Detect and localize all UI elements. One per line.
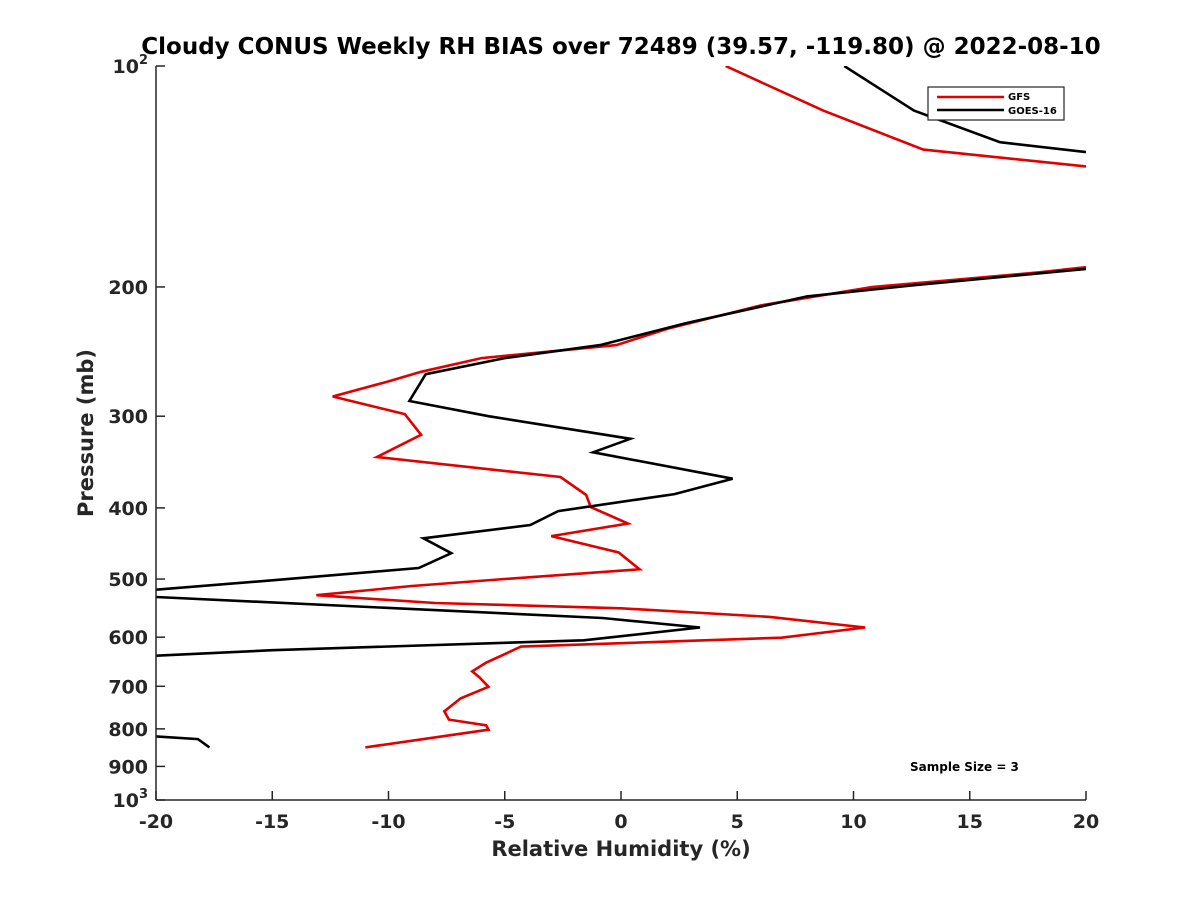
series-line-goes16-segment-2	[156, 595, 701, 657]
x-tick-label: -5	[494, 811, 515, 833]
y-tick-exponent: 2	[139, 53, 148, 68]
y-tick-base: 10	[113, 790, 139, 812]
y-tick-label: 103	[113, 787, 149, 812]
x-tick-label: 5	[731, 811, 744, 833]
x-tick-label: 20	[1073, 811, 1099, 833]
y-axis-label: Pressure (mb)	[74, 349, 98, 517]
legend-gfs-label: GFS	[1008, 92, 1030, 103]
series-line-goes16-segment-3	[156, 735, 211, 749]
legend: GFS GOES-16	[927, 86, 1065, 121]
x-tick-label: 10	[840, 811, 866, 833]
x-tick-label: -15	[255, 811, 289, 833]
y-tick-label: 500	[108, 569, 148, 591]
y-tick-label: 300	[108, 406, 148, 428]
legend-box	[927, 86, 1065, 121]
y-tick-label: 400	[108, 498, 148, 520]
series-line-goes16-segment-0	[843, 66, 1086, 154]
series-line-goes16-segment-1	[156, 267, 1086, 591]
y-tick-label: 102	[113, 53, 149, 78]
y-tick-label: 200	[108, 277, 148, 299]
series-line-gfs-segment-0	[725, 66, 1086, 168]
y-tick-exponent: 3	[139, 787, 148, 802]
y-tick-label: 800	[108, 719, 148, 741]
x-tick-label: -10	[371, 811, 405, 833]
x-tick-label: 15	[957, 811, 983, 833]
x-axis-label: Relative Humidity (%)	[491, 837, 750, 861]
y-tick-label: 700	[108, 676, 148, 698]
x-tick-label: -20	[139, 811, 173, 833]
sample-size-annotation: Sample Size = 3	[910, 760, 1019, 774]
chart-title: Cloudy CONUS Weekly RH BIAS over 72489 (…	[141, 34, 1100, 60]
y-tick-label: 600	[108, 627, 148, 649]
y-tick-base: 10	[113, 56, 139, 78]
y-tick-label: 900	[108, 756, 148, 778]
x-tick-label: 0	[614, 811, 627, 833]
legend-goes16-label: GOES-16	[1008, 106, 1057, 117]
